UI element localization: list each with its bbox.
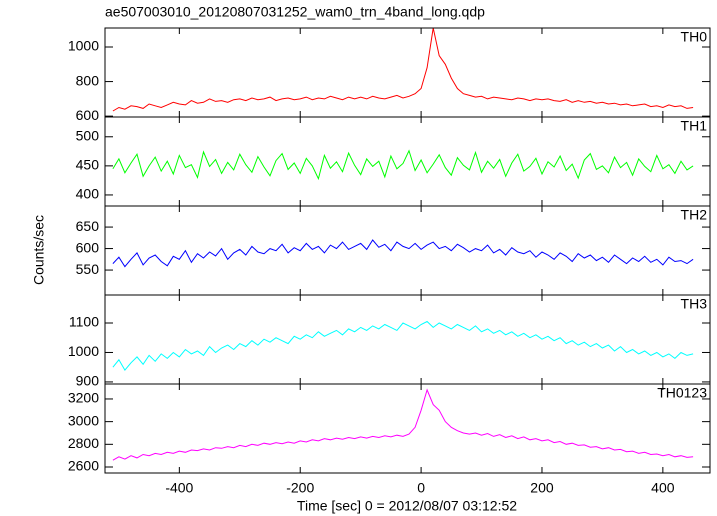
x-tick-label: 0 [417,480,425,496]
y-tick-label: 500 [76,127,100,143]
y-tick-label: 900 [76,373,100,389]
x-tick-label: -400 [165,480,193,496]
y-axis-label: Counts/sec [31,215,47,285]
y-tick-label: 450 [76,157,100,173]
panel-label: TH3 [681,296,708,312]
y-tick-label: 650 [76,218,100,234]
panel-frame [104,27,711,118]
series-line [112,239,694,268]
series-line [112,27,694,112]
x-tick-label: 200 [530,480,554,496]
panel-label: TH2 [681,207,708,223]
y-tick-label: 600 [76,239,100,255]
y-tick-label: 600 [76,107,100,123]
y-tick-label: 1000 [68,38,99,54]
chart-title: ae507003010_20120807031252_wam0_trn_4ban… [105,4,485,20]
panel-frame [104,116,711,207]
panel-label: TH0 [681,29,708,45]
series-line [112,388,694,461]
y-tick-label: 3000 [68,412,99,428]
x-tick-label: 400 [651,480,675,496]
panel-frame [104,294,711,385]
panel-label: TH1 [681,118,708,134]
y-tick-label: 1100 [69,314,99,330]
y-tick-label: 400 [76,186,100,202]
panel-frame [104,383,711,474]
y-tick-label: 3200 [68,390,99,406]
y-tick-label: 1000 [68,343,99,359]
series-line [112,320,694,371]
y-tick-label: 2600 [68,458,99,474]
panel-frame [104,205,711,296]
y-tick-label: 2800 [68,435,99,451]
series-line [112,149,694,181]
x-axis-label: Time [sec] 0 = 2012/08/07 03:12:52 [297,498,517,514]
panel-label: TH0123 [657,385,707,401]
y-tick-label: 550 [76,261,100,277]
y-tick-label: 800 [76,72,100,88]
x-tick-label: -200 [286,480,314,496]
